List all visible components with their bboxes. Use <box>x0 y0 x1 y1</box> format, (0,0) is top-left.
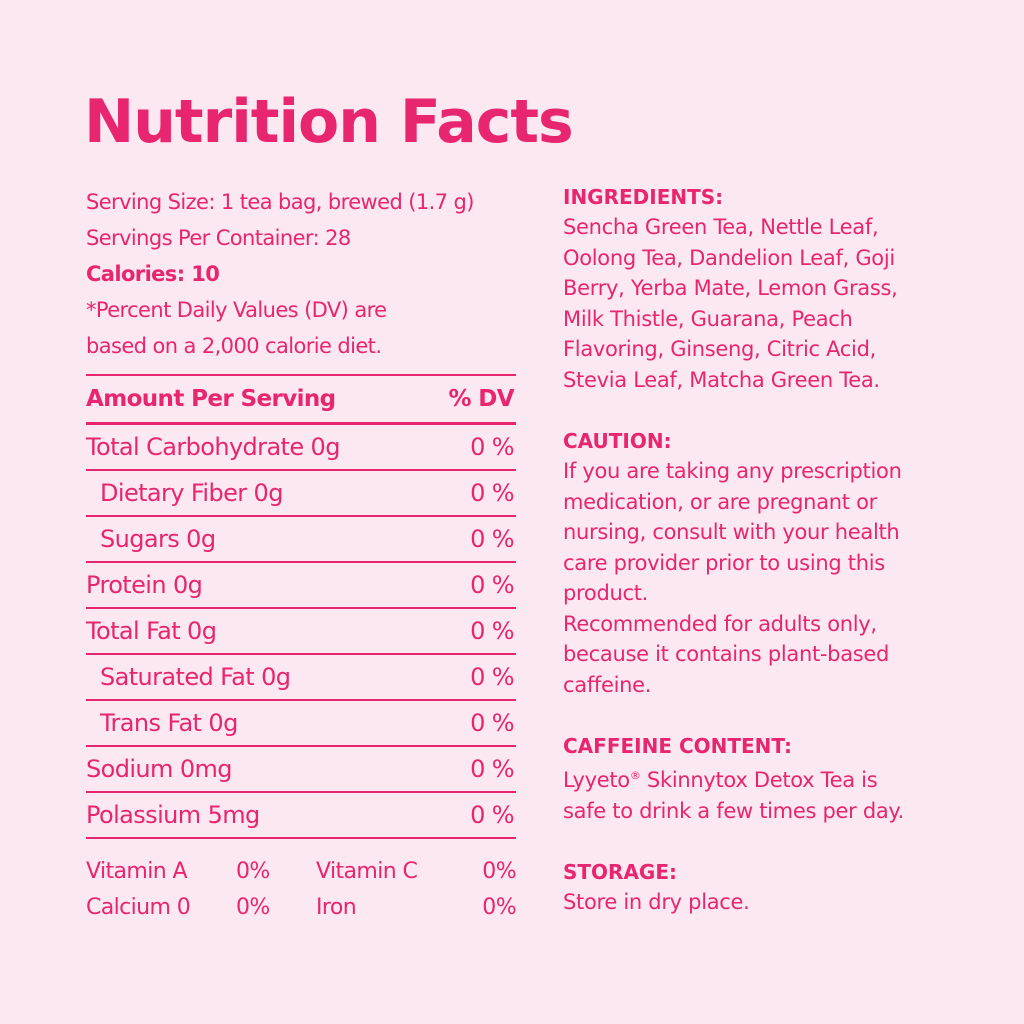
vitamins-block: Vitamin A 0% Vitamin C 0% Calcium 0 0% I… <box>86 853 517 925</box>
nutrient-dv: 0 % <box>470 433 515 461</box>
nutrition-table: Amount Per Serving % DV Total Carbohydra… <box>86 374 516 839</box>
caffeine-section: CAFFEINE CONTENT: Lyyeto® Skinnytox Deto… <box>563 731 963 826</box>
storage-line: Store in dry place. <box>563 890 750 914</box>
page-title: Nutrition Facts <box>84 87 574 157</box>
nutrient-name: Protein 0g <box>86 571 203 599</box>
table-row: Protein 0g 0 % <box>86 561 516 607</box>
storage-section: STORAGE: Store in dry place. <box>563 857 963 918</box>
nutrient-dv: 0 % <box>470 709 515 737</box>
vitamin-pct: 0% <box>482 894 516 920</box>
vitamin-row: Calcium 0 0% Iron 0% <box>86 889 517 925</box>
nutrient-name: Total Carbohydrate 0g <box>86 433 340 461</box>
nutrient-dv: 0 % <box>470 755 515 783</box>
header-amount-per-serving: Amount Per Serving <box>86 386 336 412</box>
nutrient-name: Trans Fat 0g <box>100 709 238 737</box>
info-panel: INGREDIENTS: Sencha Green Tea, Nettle Le… <box>563 182 963 949</box>
nutrient-dv: 0 % <box>470 525 515 553</box>
brand-name: Lyyeto <box>563 768 630 792</box>
nutrient-name: Dietary Fiber 0g <box>100 479 283 507</box>
caution-line: care provider prior to using this <box>563 550 885 575</box>
storage-heading: STORAGE: <box>563 860 678 884</box>
caution-line: because it contains plant-based <box>563 642 890 666</box>
caffeine-line-1: Lyyeto® Skinnytox Detox Tea is <box>563 761 963 796</box>
caution-line: nursing, consult with your health <box>563 520 900 544</box>
ingredients-section: INGREDIENTS: Sencha Green Tea, Nettle Le… <box>563 182 963 395</box>
ingredients-line: Sencha Green Tea, Nettle Leaf, <box>563 215 879 239</box>
vitamin-name: Vitamin C <box>316 858 418 884</box>
table-row: Sodium 0mg 0 % <box>86 745 516 791</box>
table-row: Dietary Fiber 0g 0 % <box>86 469 516 515</box>
table-row: Polassium 5mg 0 % <box>86 791 516 839</box>
registered-mark: ® <box>629 769 641 782</box>
vitamin-name: Vitamin A <box>86 858 188 884</box>
table-row: Total Fat 0g 0 % <box>86 607 516 653</box>
table-row: Sugars 0g 0 % <box>86 515 516 561</box>
vitamin-pct: 0% <box>236 894 270 920</box>
nutrient-dv: 0 % <box>470 571 515 599</box>
nutrient-name: Polassium 5mg <box>86 801 260 829</box>
caution-line: Recommended for adults only, <box>563 611 877 636</box>
nutrient-dv: 0 % <box>470 617 515 645</box>
ingredients-line: Oolong Tea, Dandelion Leaf, Goji <box>563 245 895 270</box>
table-row: Total Carbohydrate 0g 0 % <box>86 422 516 469</box>
ingredients-heading: INGREDIENTS: <box>563 185 724 209</box>
caution-line: medication, or are pregnant or <box>563 489 877 514</box>
caffeine-heading: CAFFEINE CONTENT: <box>563 734 792 758</box>
vitamin-pct: 0% <box>482 858 516 884</box>
serving-size: Serving Size: 1 tea bag, brewed (1.7 g) <box>86 190 474 214</box>
nutrient-name: Sugars 0g <box>100 525 216 553</box>
caution-heading: CAUTION: <box>563 429 672 453</box>
caution-line: caffeine. <box>563 672 652 697</box>
calories: Calories: 10 <box>86 262 220 286</box>
caution-section: CAUTION: If you are taking any prescript… <box>563 426 963 700</box>
nutrient-dv: 0 % <box>470 479 515 507</box>
caution-line: If you are taking any prescription <box>563 459 902 483</box>
header-dv: % DV <box>448 386 514 412</box>
vitamin-pct: 0% <box>236 858 270 884</box>
nutrient-name: Total Fat 0g <box>86 617 217 645</box>
table-header: Amount Per Serving % DV <box>86 374 516 422</box>
ingredients-line: Stevia Leaf, Matcha Green Tea. <box>563 367 880 392</box>
caution-line: product. <box>563 581 649 605</box>
vitamin-row: Vitamin A 0% Vitamin C 0% <box>86 853 517 889</box>
table-row: Saturated Fat 0g 0 % <box>86 653 516 699</box>
servings-per-container: Servings Per Container: 28 <box>86 226 351 250</box>
nutrition-panel: Serving Size: 1 tea bag, brewed (1.7 g) … <box>86 184 517 925</box>
ingredients-line: Berry, Yerba Mate, Lemon Grass, <box>563 276 898 300</box>
caffeine-text: Skinnytox Detox Tea is <box>640 768 878 792</box>
ingredients-line: Milk Thistle, Guarana, Peach <box>563 306 853 331</box>
dv-note-line-1: *Percent Daily Values (DV) are <box>86 298 387 322</box>
nutrient-dv: 0 % <box>470 663 515 691</box>
dv-note-line-2: based on a 2,000 calorie diet. <box>86 334 382 358</box>
nutrient-dv: 0 % <box>470 801 515 829</box>
caffeine-line-2: safe to drink a few times per day. <box>563 798 904 823</box>
nutrient-name: Sodium 0mg <box>86 755 233 783</box>
vitamin-name: Iron <box>316 894 357 920</box>
nutrient-name: Saturated Fat 0g <box>100 663 291 691</box>
table-row: Trans Fat 0g 0 % <box>86 699 516 745</box>
ingredients-line: Flavoring, Ginseng, Citric Acid, <box>563 337 876 361</box>
vitamin-name: Calcium 0 <box>86 894 191 920</box>
